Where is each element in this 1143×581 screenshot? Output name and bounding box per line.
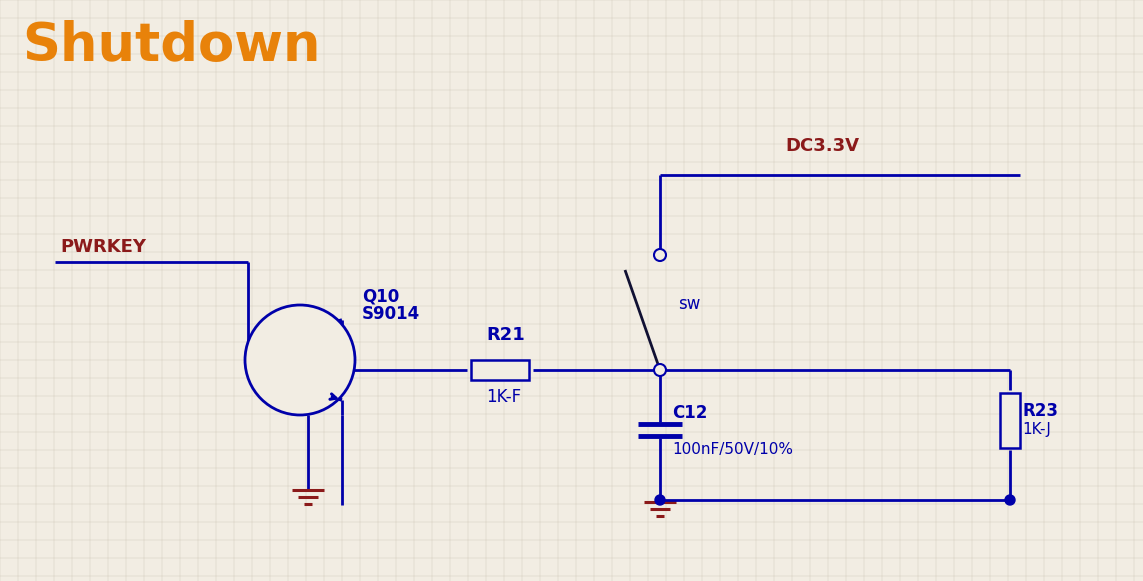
Circle shape [655,495,665,505]
Text: C12: C12 [672,404,708,422]
Circle shape [654,249,666,261]
Circle shape [654,364,666,376]
Text: 1K-J: 1K-J [1022,422,1050,437]
Text: S9014: S9014 [362,305,421,323]
Text: R23: R23 [1022,402,1058,420]
Circle shape [1005,495,1015,505]
Text: DC3.3V: DC3.3V [785,137,860,155]
Text: Q10: Q10 [362,288,399,306]
Text: sw: sw [678,295,701,313]
Circle shape [655,365,665,375]
Text: 100nF/50V/10%: 100nF/50V/10% [672,442,793,457]
Text: Shutdown: Shutdown [22,20,320,72]
Text: PWRKEY: PWRKEY [59,238,146,256]
Bar [1000,393,1020,447]
Circle shape [245,305,355,415]
Text: R21: R21 [486,326,525,344]
Text: 1K-F: 1K-F [486,388,521,406]
Bar [471,360,529,380]
